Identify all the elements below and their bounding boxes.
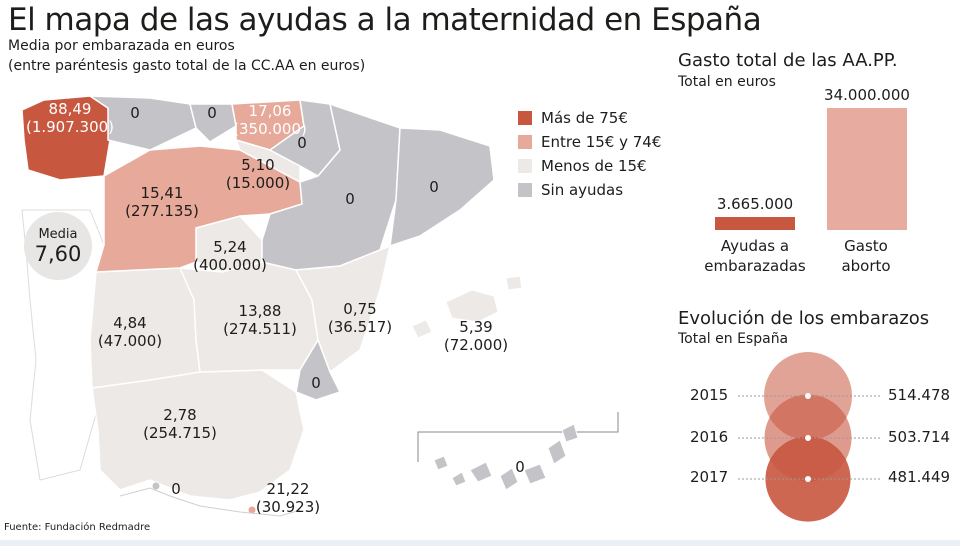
legend-item: Sin ayudas: [518, 178, 661, 202]
evo-dot: [805, 435, 811, 441]
bar-label-ayudas: Ayudas a embarazadas: [704, 236, 806, 276]
label-castilla-la-mancha-total: (274.511): [223, 320, 297, 338]
legend-label: Más de 75€: [541, 109, 628, 127]
canarias-inset-frame: [417, 412, 619, 462]
source-note: Fuente: Fundación Redmadre: [4, 522, 151, 533]
bar-ayudas: [715, 216, 795, 230]
label-andalucia-value: 2,78: [163, 406, 197, 424]
subtitle-note: (entre paréntesis gasto total de la CC.A…: [8, 58, 366, 74]
label-madrid-total: (400.000): [193, 256, 267, 274]
legend-label: Menos de 15€: [541, 157, 647, 175]
legend-item: Menos de 15€: [518, 154, 661, 178]
bar-value-aborto: 34.000.000: [824, 86, 910, 104]
evo-year-2017: 2017: [690, 468, 729, 486]
region-valencia[interactable]: [294, 244, 392, 374]
label-madrid-value: 5,24: [213, 238, 247, 256]
label-galicia: 88,49 (1.907.300): [26, 100, 114, 136]
legend-label: Entre 15€ y 74€: [541, 133, 662, 151]
evolucion-title: Evolución de los embarazos: [678, 308, 930, 329]
label-baleares: 5,39 (72.000): [444, 318, 508, 354]
legend-swatch: [518, 111, 532, 125]
label-andalucia: 2,78 (254.715): [143, 406, 217, 442]
label-navarra: 0: [297, 134, 307, 152]
media-value: 7,60: [34, 241, 82, 266]
page-title: El mapa de las ayudas a la maternidad en…: [8, 2, 762, 38]
gasto-subtitle: Total en euros: [678, 74, 776, 90]
label-madrid: 5,24 (400.000): [193, 238, 267, 274]
bar-label-ayudas-line2: embarazadas: [704, 257, 806, 275]
evo-value-2016: 503.714: [888, 428, 951, 446]
label-pais-vasco: 17,06 (350.000): [233, 102, 307, 138]
region-asturias[interactable]: [87, 95, 197, 151]
label-asturias: 0: [130, 104, 140, 122]
bar-label-aborto-line2: aborto: [841, 257, 891, 275]
label-castilla-la-mancha: 13,88 (274.511): [223, 302, 297, 338]
evolucion-subtitle: Total en España: [678, 331, 789, 347]
legend-swatch: [518, 159, 532, 173]
bar-aborto: [827, 108, 907, 230]
region-baleares[interactable]: [411, 275, 523, 339]
subtitle: Media por embarazada en euros: [8, 38, 235, 54]
label-galicia-total: (1.907.300): [25, 118, 115, 136]
label-melilla: 21,22 (30.923): [256, 480, 320, 516]
evolucion-chart: [738, 352, 882, 522]
legend-item: Entre 15€ y 74€: [518, 130, 661, 154]
region-galicia[interactable]: [21, 95, 111, 181]
label-murcia: 0: [311, 374, 321, 392]
label-castilla-leon: 15,41 (277.135): [125, 184, 199, 220]
evo-value-2017: 481.449: [888, 468, 951, 486]
label-castilla-la-mancha-value: 13,88: [238, 302, 282, 320]
label-la-rioja: 5,10 (15.000): [226, 156, 290, 192]
label-pais-vasco-total: (350.000): [233, 120, 307, 138]
region-cataluna[interactable]: [389, 127, 495, 248]
label-castilla-leon-value: 15,41: [140, 184, 184, 202]
label-pais-vasco-value: 17,06: [248, 102, 292, 120]
region-melilla[interactable]: [247, 505, 257, 515]
bar-label-ayudas-line1: Ayudas a: [720, 237, 790, 255]
evo-year-2016: 2016: [690, 428, 729, 446]
bar-label-aborto: Gasto aborto: [841, 236, 890, 276]
region-canarias[interactable]: [433, 423, 579, 491]
spain-map: [21, 95, 619, 517]
evo-year-2015: 2015: [690, 386, 729, 404]
legend-swatch: [518, 183, 532, 197]
bottom-strip: [0, 540, 960, 546]
evo-value-2015: 514.478: [888, 386, 951, 404]
label-extremadura-value: 4,84: [113, 314, 147, 332]
media-badge: Media 7,60: [24, 212, 92, 280]
evo-dot: [805, 393, 811, 399]
label-la-rioja-value: 5,10: [241, 156, 275, 174]
label-baleares-value: 5,39: [459, 318, 493, 336]
label-melilla-total: (30.923): [255, 498, 321, 516]
map-legend: Más de 75€ Entre 15€ y 74€ Menos de 15€ …: [518, 106, 661, 202]
legend-item: Más de 75€: [518, 106, 661, 130]
label-valencia: 0,75 (36.517): [328, 300, 392, 336]
label-castilla-leon-total: (277.135): [125, 202, 199, 220]
gasto-title: Gasto total de las AA.PP.: [678, 50, 898, 71]
label-melilla-value: 21,22: [266, 480, 310, 498]
label-ceuta: 0: [171, 480, 181, 498]
region-murcia[interactable]: [295, 338, 342, 401]
bar-value-ayudas: 3.665.000: [716, 194, 794, 213]
bar-label-aborto-line1: Gasto: [844, 237, 888, 255]
media-label: Media: [38, 226, 78, 242]
label-cataluna: 0: [429, 178, 439, 196]
label-extremadura: 4,84 (47.000): [98, 314, 162, 350]
legend-label: Sin ayudas: [541, 181, 624, 199]
label-canarias: 0: [515, 458, 525, 476]
label-cantabria: 0: [207, 104, 217, 122]
label-andalucia-total: (254.715): [143, 424, 217, 442]
region-cantabria[interactable]: [189, 103, 237, 143]
label-aragon: 0: [345, 190, 355, 208]
evo-dot: [805, 476, 811, 482]
africa-coastline: [119, 487, 301, 517]
legend-swatch: [518, 135, 532, 149]
label-valencia-total: (36.517): [327, 318, 393, 336]
label-galicia-value: 88,49: [48, 100, 92, 118]
label-extremadura-total: (47.000): [97, 332, 163, 350]
label-baleares-total: (72.000): [443, 336, 509, 354]
label-valencia-value: 0,75: [343, 300, 377, 318]
region-aragon[interactable]: [261, 102, 401, 271]
label-la-rioja-total: (15.000): [225, 174, 291, 192]
